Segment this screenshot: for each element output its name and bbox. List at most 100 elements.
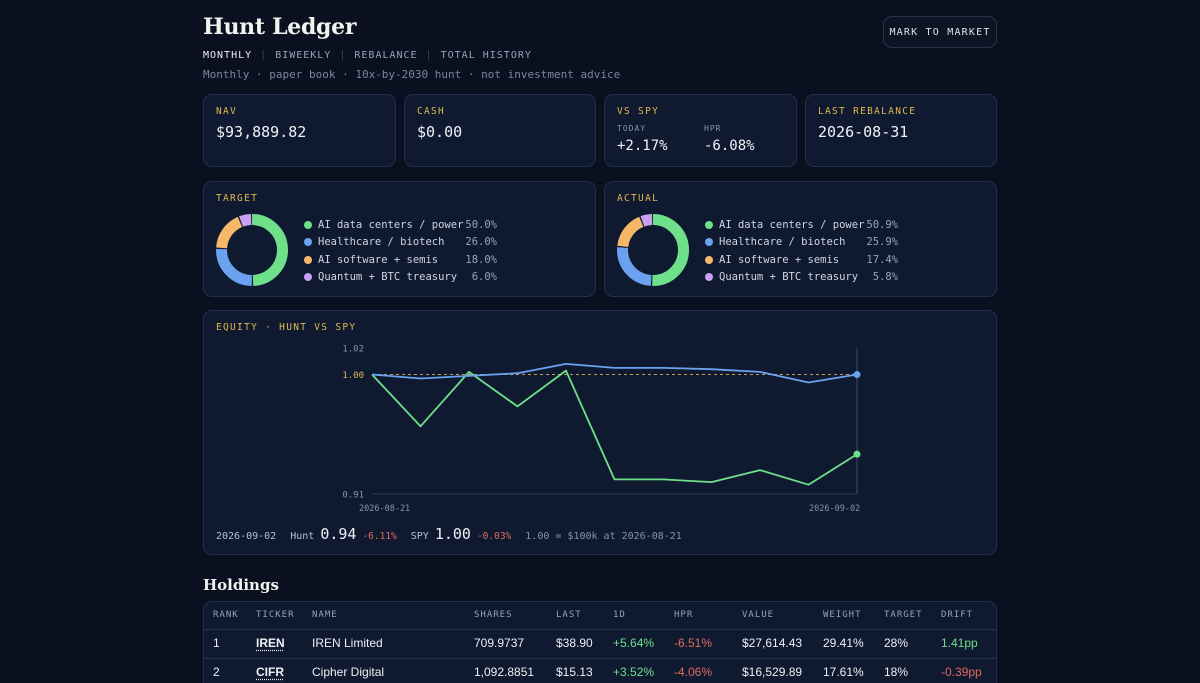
cell-value: $27,614.43	[742, 630, 802, 657]
nav-value: $93,889.82	[216, 123, 306, 141]
table-row[interactable]: 2 CIFR Cipher Digital 1,092.8851 $15.13 …	[204, 658, 997, 683]
legend-pct: 5.8%	[860, 271, 898, 283]
legend-dot	[705, 256, 713, 264]
cell-drift: 1.41pp	[941, 630, 978, 657]
legend-name: AI software + semis	[318, 254, 453, 266]
spy-label: SPY	[411, 531, 429, 542]
cell-drift: -0.39pp	[941, 659, 982, 683]
equity-chart: 1.02 1.00 0.91 2026-08-21 2026-09-02	[204, 311, 998, 556]
actual-donut-chart	[616, 213, 690, 287]
holdings-title: Holdings	[203, 576, 279, 594]
y-tick-label: 1.02	[342, 345, 364, 355]
target-donut-chart	[215, 213, 289, 287]
legend-pct: 50.9%	[860, 219, 898, 231]
target-legend: AI data centers / power 50.0% Healthcare …	[304, 216, 497, 286]
legend-row: Quantum + BTC treasury 5.8%	[705, 269, 898, 287]
col-rank: RANK	[213, 602, 239, 629]
cell-weight: 29.41%	[823, 630, 864, 657]
legend-pct: 18.0%	[459, 254, 497, 266]
mark-to-market-button[interactable]: MARK TO MARKET	[883, 16, 997, 48]
cell-last: $38.90	[556, 630, 593, 657]
legend-pct: 17.4%	[860, 254, 898, 266]
today-value: +2.17%	[617, 138, 668, 154]
vs-spy-label: VS SPY	[617, 106, 659, 117]
legend-dot	[304, 273, 312, 281]
legend-pct: 26.0%	[459, 236, 497, 248]
col-ticker: TICKER	[256, 602, 295, 629]
spy-value: 1.00	[435, 525, 471, 543]
col-weight: WEIGHT	[823, 602, 862, 629]
cell-shares: 709.9737	[474, 630, 524, 657]
series-endpoint-hunt	[854, 451, 861, 458]
col-last: LAST	[556, 602, 582, 629]
tab-rebalance[interactable]: REBALANCE	[354, 50, 417, 61]
series-line-hunt	[372, 371, 857, 485]
x-tick-label: 2026-08-21	[359, 504, 410, 514]
tab-separator: |	[426, 50, 433, 61]
series-line-spy	[372, 364, 857, 383]
last-rebalance-value: 2026-08-31	[818, 123, 908, 141]
legend-pct: 50.0%	[459, 219, 497, 231]
tab-total-history[interactable]: TOTAL HISTORY	[441, 50, 532, 61]
y-tick-label: 0.91	[342, 491, 364, 501]
legend-dot	[304, 221, 312, 229]
legend-name: Quantum + BTC treasury	[719, 271, 854, 283]
cell-target: 28%	[884, 630, 908, 657]
legend-row: Healthcare / biotech 25.9%	[705, 234, 898, 252]
hpr-label: HPR	[704, 124, 721, 133]
col-name: NAME	[312, 602, 338, 629]
cell-rank: 1	[213, 630, 220, 657]
cell-rank: 2	[213, 659, 220, 683]
last-rebalance-label: LAST REBALANCE	[818, 106, 916, 117]
cash-card: CASH $0.00	[404, 94, 596, 167]
legend-name: Quantum + BTC treasury	[318, 271, 453, 283]
cell-name: Cipher Digital	[312, 659, 384, 683]
hunt-change: -6.11%	[362, 531, 396, 542]
col-shares: SHARES	[474, 602, 513, 629]
tab-monthly[interactable]: MONTHLY	[203, 50, 252, 61]
col-hpr: HPR	[674, 602, 693, 629]
legend-dot	[705, 238, 713, 246]
actual-title: ACTUAL	[617, 193, 659, 204]
ticker-link[interactable]: CIFR	[256, 659, 284, 683]
legend-row: AI data centers / power 50.0%	[304, 216, 497, 234]
series-endpoint-spy	[854, 371, 861, 378]
holdings-table: RANK TICKER NAME SHARES LAST 1D HPR VALU…	[203, 601, 997, 683]
cell-value: $16,529.89	[742, 659, 802, 683]
cell-1d: +3.52%	[613, 659, 654, 683]
baseline-note: 1.00 = $100k at 2026-08-21	[525, 531, 682, 542]
ticker-link[interactable]: IREN	[256, 630, 285, 657]
table-row[interactable]: 1 IREN IREN Limited 709.9737 $38.90 +5.6…	[204, 629, 997, 658]
x-tick-label: 2026-09-02	[809, 504, 860, 514]
cell-hpr: -4.06%	[674, 659, 712, 683]
tab-separator: |	[260, 50, 267, 61]
actual-allocation-card: ACTUAL AI data centers / power 50.9% Heal…	[604, 181, 997, 297]
legend-dot	[304, 238, 312, 246]
legend-row: AI software + semis 17.4%	[705, 251, 898, 269]
hpr-value: -6.08%	[704, 138, 755, 154]
cell-name: IREN Limited	[312, 630, 383, 657]
hunt-value: 0.94	[320, 525, 356, 543]
legend-pct: 6.0%	[459, 271, 497, 283]
legend-dot	[304, 256, 312, 264]
cell-weight: 17.61%	[823, 659, 864, 683]
cell-1d: +5.64%	[613, 630, 654, 657]
cell-last: $15.13	[556, 659, 593, 683]
legend-row: AI software + semis 18.0%	[304, 251, 497, 269]
target-title: TARGET	[216, 193, 258, 204]
today-label: TODAY	[617, 124, 646, 133]
actual-legend: AI data centers / power 50.9% Healthcare …	[705, 216, 898, 286]
legend-name: Healthcare / biotech	[318, 236, 453, 248]
legend-name: AI data centers / power	[719, 219, 854, 231]
col-1d: 1D	[613, 602, 626, 629]
app-title: Hunt Ledger	[203, 14, 356, 40]
hunt-label: Hunt	[290, 531, 314, 542]
legend-dot	[705, 273, 713, 281]
cash-value: $0.00	[417, 123, 462, 141]
legend-row: AI data centers / power 50.9%	[705, 216, 898, 234]
col-drift: DRIFT	[941, 602, 973, 629]
spy-change: -0.03%	[477, 531, 511, 542]
legend-name: Healthcare / biotech	[719, 236, 854, 248]
tab-biweekly[interactable]: BIWEEKLY	[275, 50, 331, 61]
cash-label: CASH	[417, 106, 445, 117]
